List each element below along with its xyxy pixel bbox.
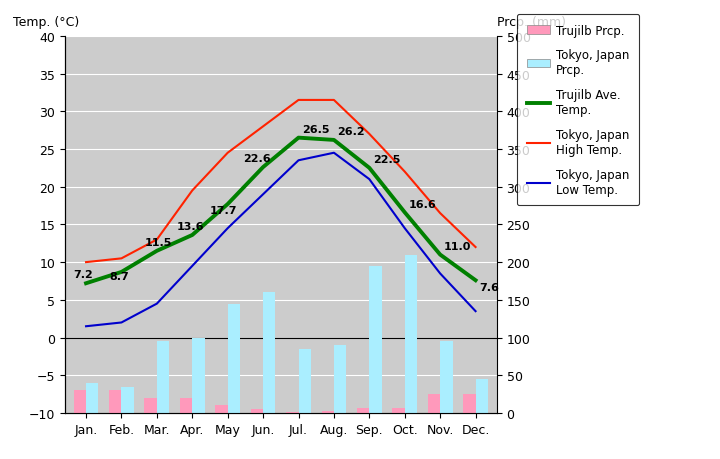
Bar: [192, 338, 204, 413]
Bar: [357, 409, 369, 413]
Text: 11.5: 11.5: [145, 237, 172, 247]
Text: 7.2: 7.2: [73, 270, 94, 280]
Text: 8.7: 8.7: [109, 271, 129, 281]
Bar: [86, 383, 99, 413]
Bar: [334, 345, 346, 413]
Bar: [263, 293, 276, 413]
Text: 16.6: 16.6: [408, 199, 436, 209]
Text: Prcp. (mm): Prcp. (mm): [497, 16, 566, 29]
Text: 22.6: 22.6: [243, 154, 271, 164]
Bar: [251, 409, 263, 413]
Bar: [440, 341, 453, 413]
Bar: [157, 341, 169, 413]
Legend: Trujilb Prcp., Tokyo, Japan
Prcp., Trujilb Ave.
Temp., Tokyo, Japan
High Temp., : Trujilb Prcp., Tokyo, Japan Prcp., Truji…: [517, 15, 639, 206]
Text: 7.6: 7.6: [479, 282, 499, 292]
Text: 17.7: 17.7: [210, 206, 238, 216]
Bar: [392, 409, 405, 413]
Bar: [73, 391, 86, 413]
Bar: [286, 412, 299, 413]
Bar: [215, 406, 228, 413]
Text: 13.6: 13.6: [176, 222, 204, 232]
Bar: [299, 349, 311, 413]
Bar: [145, 398, 157, 413]
Bar: [369, 266, 382, 413]
Bar: [228, 304, 240, 413]
Bar: [405, 255, 417, 413]
Bar: [428, 394, 440, 413]
Bar: [322, 411, 334, 413]
Text: 11.0: 11.0: [444, 241, 471, 251]
Bar: [122, 387, 134, 413]
Text: 26.5: 26.5: [302, 124, 330, 134]
Bar: [109, 391, 122, 413]
Text: 22.5: 22.5: [373, 155, 400, 165]
Bar: [463, 394, 475, 413]
Bar: [475, 379, 488, 413]
Text: Temp. (°C): Temp. (°C): [13, 16, 79, 29]
Bar: [180, 398, 192, 413]
Text: 26.2: 26.2: [338, 127, 365, 137]
